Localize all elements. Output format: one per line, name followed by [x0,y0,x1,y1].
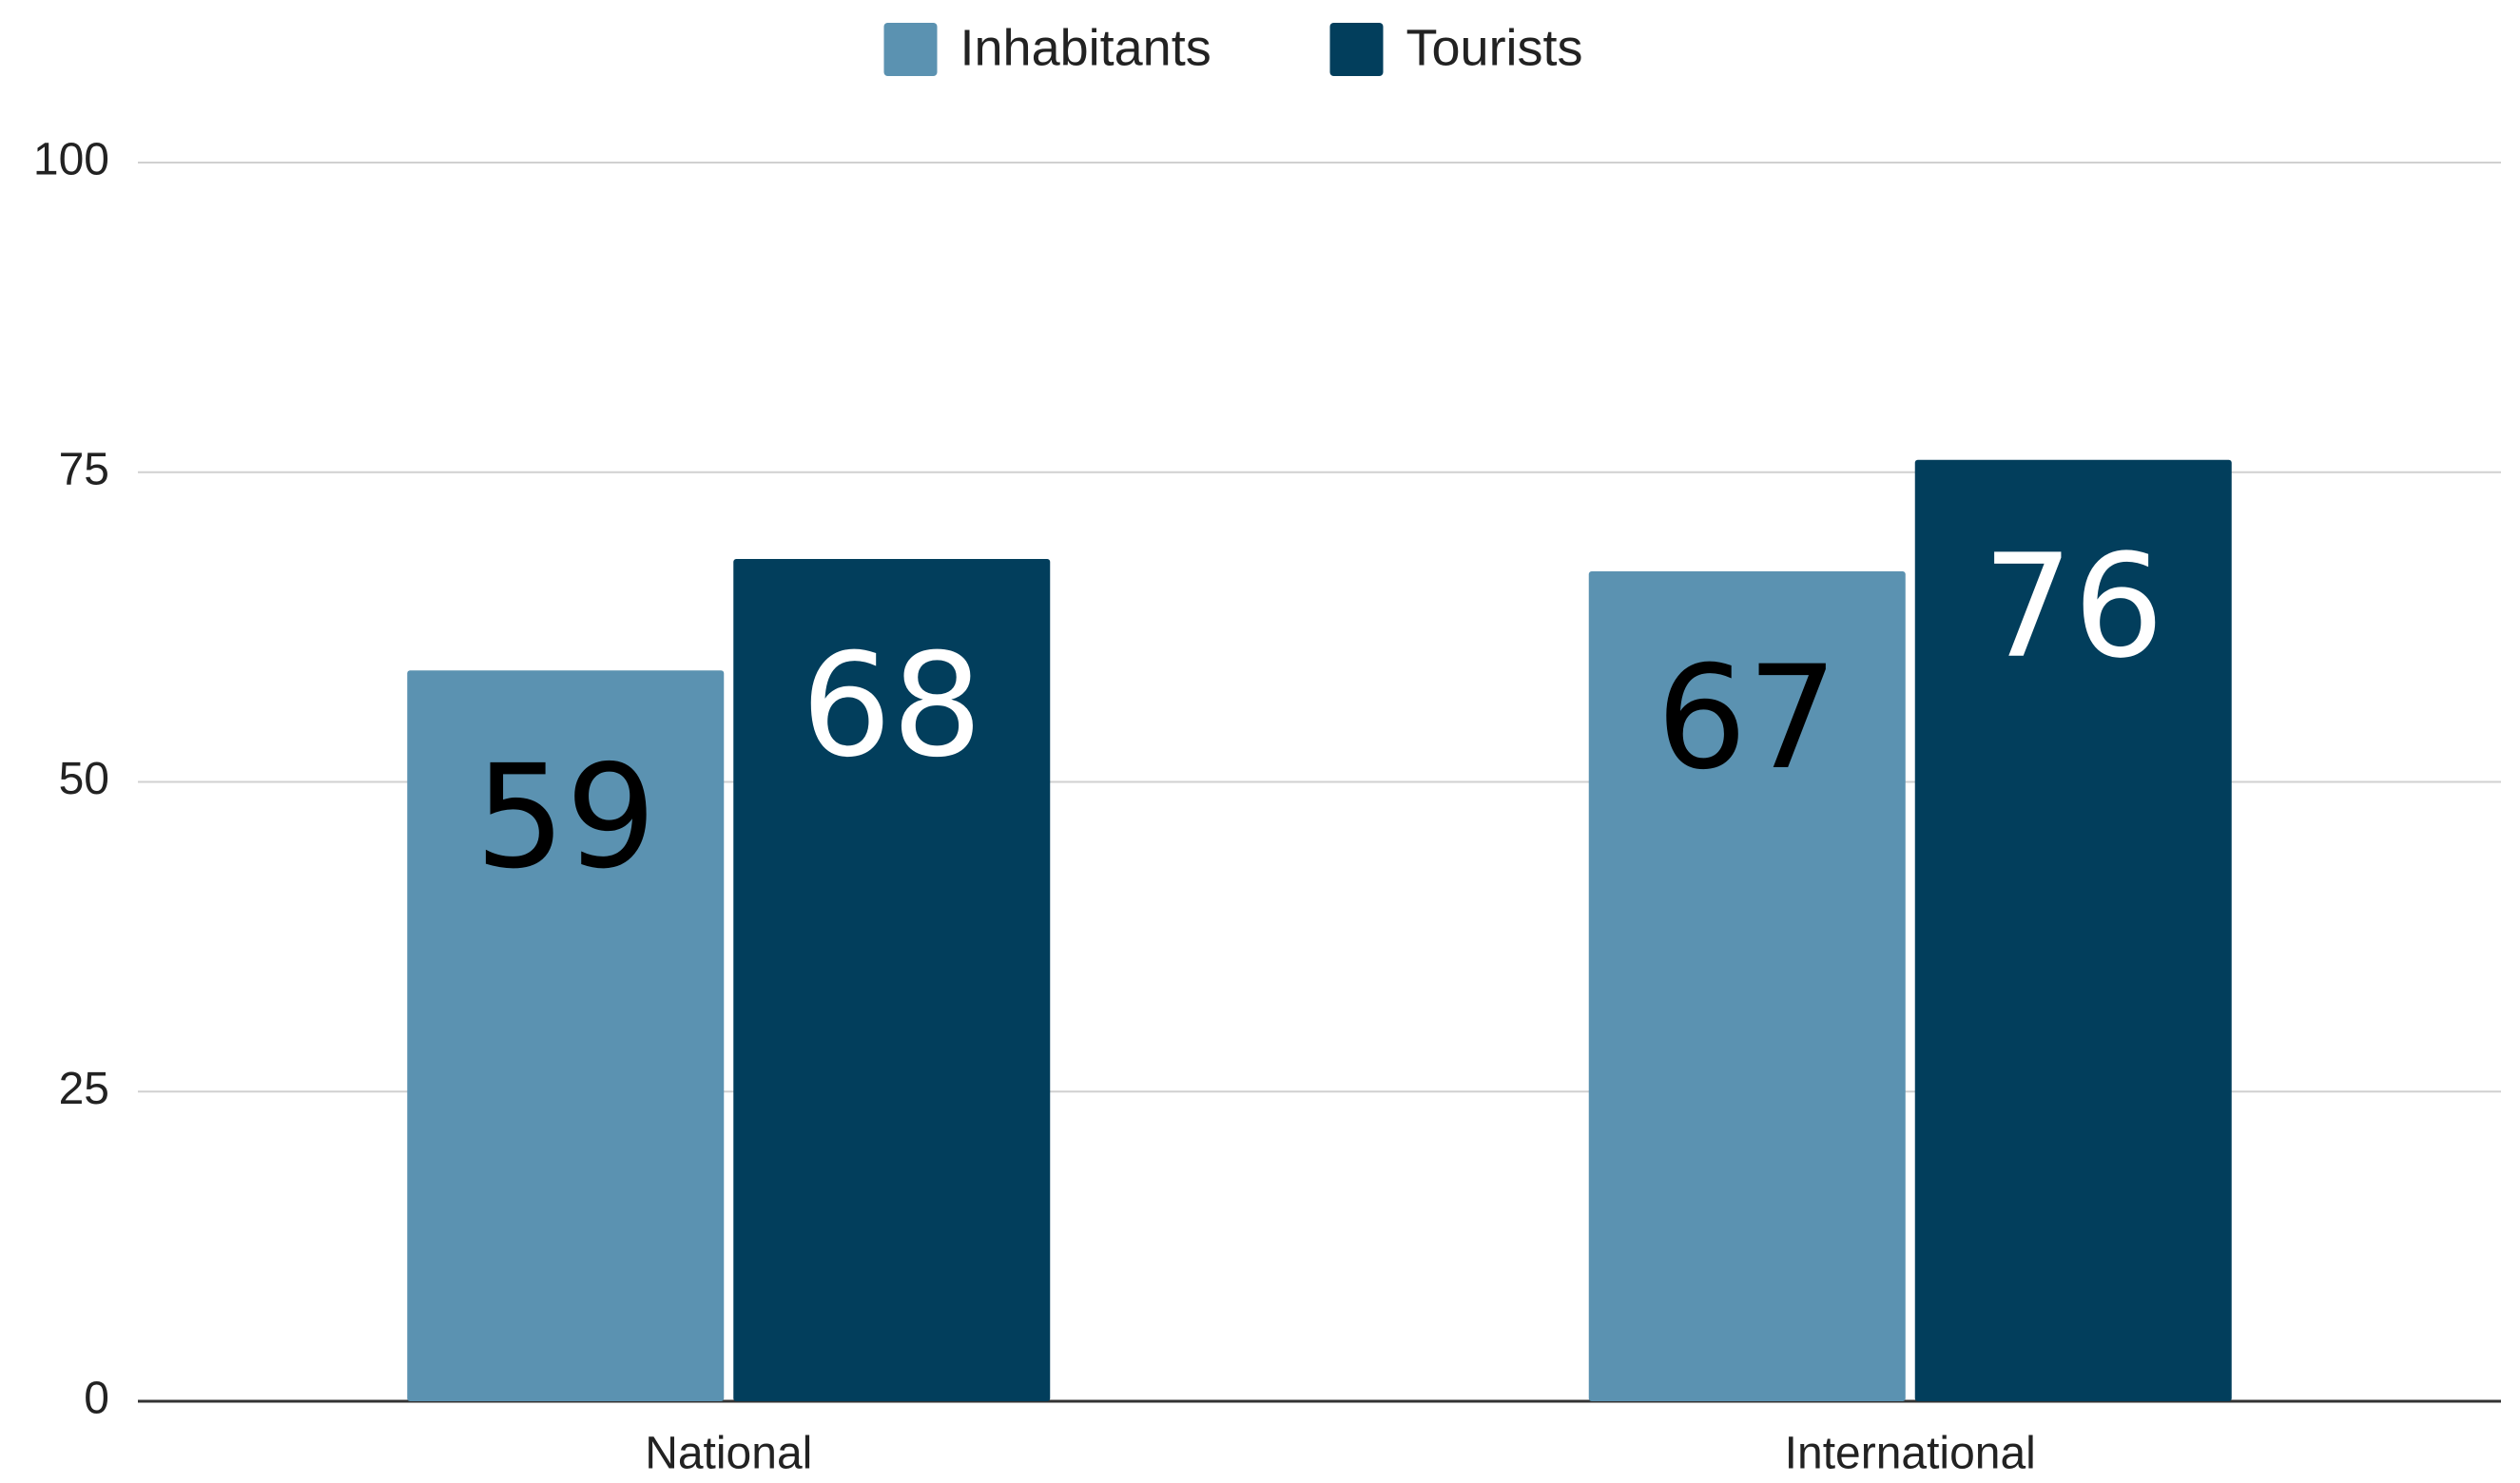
data-label: 59 [475,735,656,900]
legend-swatch [883,23,938,76]
y-tick-label: 50 [59,754,109,804]
legend-swatch [1329,23,1384,76]
y-tick-label: 75 [59,444,109,494]
x-tick-label: International [1785,1429,2036,1479]
y-tick-label: 0 [84,1374,109,1424]
bar [407,670,725,1401]
data-label: 76 [1983,525,2164,690]
legend-label: Inhabitants [960,19,1212,76]
bar [733,558,1051,1401]
legend-label: Tourists [1406,19,1583,76]
data-label: 67 [1657,636,1838,801]
data-label: 68 [801,624,982,789]
bar [1914,459,2232,1402]
bar [1588,570,1906,1401]
y-tick-label: 100 [33,135,109,185]
x-tick-label: National [645,1429,812,1479]
y-tick-label: 25 [59,1064,109,1114]
